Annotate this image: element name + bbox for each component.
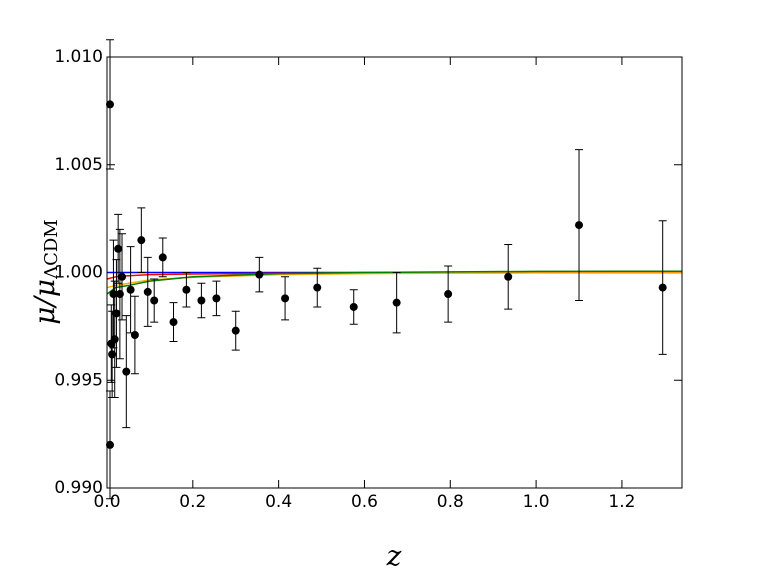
y-tick-label: 1.010 [54, 47, 103, 67]
data-point [114, 244, 123, 253]
y-tick-label: 0.995 [54, 370, 103, 390]
x-tick-label: 0.2 [179, 492, 206, 512]
data-point [115, 290, 124, 299]
data-point [150, 296, 159, 305]
data-point [197, 296, 206, 305]
x-tick-label: 0.4 [265, 492, 292, 512]
y-axis-label: μ/μΛCDM [28, 219, 63, 324]
data-point [118, 272, 127, 281]
data-point [109, 290, 118, 299]
y-tick-label: 0.990 [54, 478, 103, 498]
data-point [212, 294, 221, 303]
x-tick-label: 0.0 [93, 492, 120, 512]
x-tick-label: 0.6 [351, 492, 378, 512]
model-line [106, 272, 682, 289]
plot-frame [106, 56, 683, 489]
data-point [130, 330, 139, 339]
data-point [444, 290, 453, 299]
data-point [112, 309, 121, 318]
data-point [658, 283, 667, 292]
data-point [281, 294, 290, 303]
data-point [313, 283, 322, 292]
data-point [158, 253, 167, 262]
data-point [182, 285, 191, 294]
data-point [137, 236, 146, 245]
data-point [110, 335, 119, 344]
data-point [504, 272, 513, 281]
data-point [392, 298, 401, 307]
data-point [255, 270, 264, 279]
y-tick-label: 1.000 [54, 263, 103, 283]
y-label-main: μ/μ [28, 279, 61, 325]
y-label-sub: ΛCDM [41, 219, 62, 280]
data-point [122, 367, 131, 376]
data-point [106, 440, 115, 449]
data-point [169, 318, 178, 327]
x-tick-label: 1.0 [523, 492, 550, 512]
data-point [106, 100, 115, 109]
data-point [575, 221, 584, 230]
x-axis-label: z [386, 540, 402, 570]
x-tick-label: 1.2 [608, 492, 635, 512]
data-point [108, 350, 117, 359]
data-point [126, 285, 135, 294]
x-tick-label: 0.8 [437, 492, 464, 512]
data-point [231, 326, 240, 335]
data-point [349, 302, 358, 311]
y-tick-label: 1.005 [54, 155, 103, 175]
data-point [143, 287, 152, 296]
model-line [106, 270, 682, 295]
